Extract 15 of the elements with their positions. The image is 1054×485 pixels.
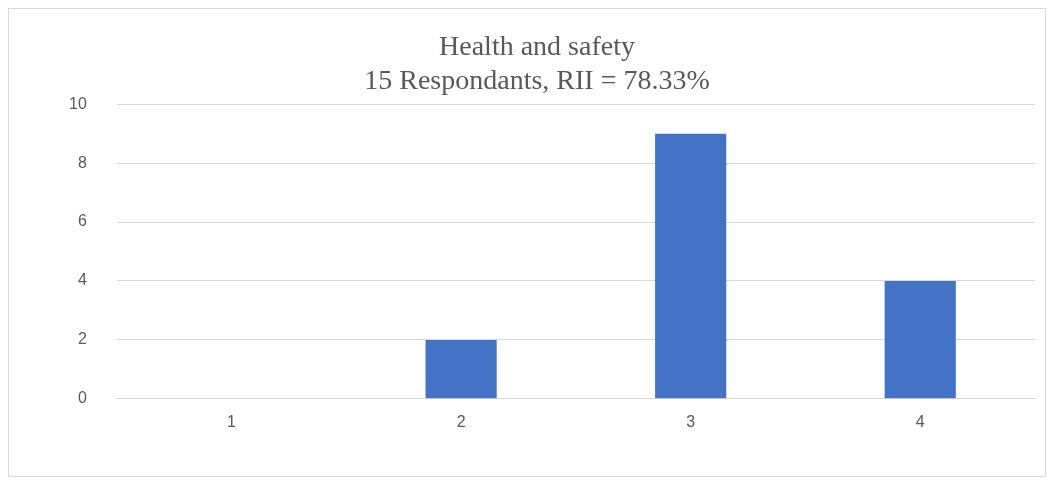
y-tick-label: 4 (77, 271, 87, 289)
bar (425, 339, 497, 399)
x-tick-label: 3 (686, 412, 696, 430)
chart-title: Health and safety (439, 30, 635, 62)
y-tick-label: 10 (69, 94, 87, 112)
y-tick-label: 6 (77, 212, 87, 230)
x-tick-label: 2 (456, 412, 466, 430)
y-tick-label: 8 (77, 153, 87, 171)
bar (884, 280, 956, 399)
chart-subtitle: 15 Respondants, RII = 78.33% (364, 63, 710, 95)
x-tick-label: 1 (227, 412, 237, 430)
y-tick-label: 2 (77, 330, 87, 348)
bar (655, 133, 727, 399)
y-tick-label: 0 (77, 389, 87, 407)
x-tick-label: 4 (915, 412, 925, 430)
